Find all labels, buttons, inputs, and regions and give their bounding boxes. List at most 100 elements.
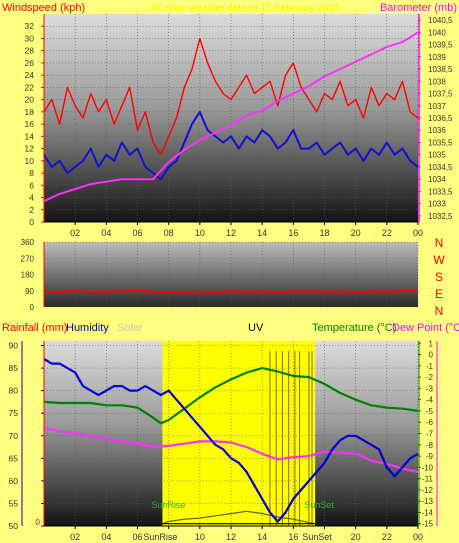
windspeed-tick-label: 22 (25, 82, 35, 92)
barometer-tick-label: 1039,5 (428, 41, 453, 50)
temperature-tick-label: -4 (426, 396, 434, 405)
x-tick-label: 22 (382, 532, 392, 542)
windspeed-tick-label: 12 (25, 144, 35, 154)
humidity-tick-label: 70 (9, 431, 19, 441)
windspeed-tick-label: 6 (29, 180, 34, 190)
temperature-tick-label: -7 (426, 430, 434, 439)
daylight-band (162, 341, 316, 526)
uv-label: UV (248, 322, 264, 334)
sunset-label: SunSet (304, 500, 334, 510)
windspeed-tick-label: 32 (25, 21, 35, 31)
humidity-tick-label: 60 (9, 476, 19, 486)
barometer-axis-label: Barometer (mb) (380, 2, 457, 14)
x-tick-label: 00 (413, 532, 423, 542)
series-line-temperature (43, 367, 419, 425)
sunrise-label: SunRise (151, 500, 185, 510)
windspeed-tick-label: 4 (29, 193, 34, 203)
series-line-humidity (43, 358, 419, 523)
temperature-tick-label: 1 (429, 339, 434, 348)
x-tick-label-sunrise: SunRise (143, 532, 177, 542)
top-chart-axes: 02 4 6 8 10 12 14 16 18 20 22 24 26 28 30 32 1032,5 1033 1… (25, 14, 453, 238)
compass-label: S (435, 270, 443, 284)
series-line-wind (43, 110, 419, 181)
temperature-tick-label: -15 (421, 520, 433, 529)
x-tick-label: 02 (70, 228, 80, 238)
x-tick-label: 02 (70, 532, 80, 542)
direction-tick-label: 90 (25, 287, 34, 296)
x-tick-label: 04 (101, 228, 111, 238)
x-tick-label: 16 (288, 228, 298, 238)
x-tick-label: 00 (413, 228, 423, 238)
x-tick-label: 08 (164, 228, 174, 238)
barometer-tick-label: 1038,5 (428, 65, 453, 74)
temperature-axis-label: Temperature (°C) (312, 322, 396, 334)
bottom-chart-series (43, 351, 419, 526)
barometer-tick-label: 1032,5 (428, 212, 453, 221)
temperature-tick-label: -5 (426, 407, 434, 416)
barometer-tick-label: 1033 (428, 200, 446, 209)
barometer-tick-label: 1038 (428, 77, 446, 86)
humidity-tick-label: 85 (9, 363, 19, 373)
series-line-dew-point (43, 426, 419, 473)
windspeed-tick-label: 8 (29, 168, 34, 178)
x-tick-label: 04 (101, 532, 111, 542)
x-tick-label: 10 (195, 228, 205, 238)
top-chart-title: 24 Hour weather data to 17 February 2007 (150, 3, 339, 14)
x-tick-label: 22 (382, 228, 392, 238)
temperature-tick-label: -6 (426, 418, 434, 427)
solar-label: Solar (117, 322, 143, 334)
series-line-barometer (43, 31, 419, 203)
series-line-gust (43, 37, 419, 156)
humidity-tick-label: 75 (9, 408, 19, 418)
windspeed-tick-label: 14 (25, 131, 35, 141)
windspeed-tick-label: 30 (25, 33, 35, 43)
temperature-tick-label: -11 (422, 475, 434, 484)
humidity-tick-label: 55 (9, 498, 19, 508)
direction-tick-label: 0 (30, 303, 35, 312)
barometer-tick-label: 1034,5 (428, 163, 453, 172)
dewpoint-axis-label: Dew Point (°C) (392, 322, 459, 334)
x-tick-label-sunset: SunSet (302, 532, 332, 542)
windspeed-tick-label: 0 (29, 217, 34, 227)
barometer-tick-label: 1039 (428, 53, 446, 62)
x-tick-label: 18 (319, 228, 329, 238)
compass-label: W (433, 253, 445, 267)
compass-label: N (435, 236, 444, 250)
temperature-tick-label: -2 (426, 373, 434, 382)
barometer-tick-label: 1035,5 (428, 138, 453, 147)
x-tick-label: 06 (132, 532, 142, 542)
windspeed-tick-label: 10 (25, 156, 35, 166)
windspeed-tick-label: 24 (25, 70, 35, 80)
temperature-tick-label: -8 (426, 441, 434, 450)
compass-label: N (435, 304, 444, 318)
windspeed-tick-label: 20 (25, 95, 35, 105)
windspeed-tick-label: 26 (25, 58, 35, 68)
series-line-wind-direction (43, 289, 419, 294)
x-tick-label: 12 (226, 532, 236, 542)
barometer-tick-label: 1034 (428, 175, 446, 184)
humidity-tick-label: 65 (9, 453, 19, 463)
compass-label: E (435, 287, 443, 301)
humidity-tick-label: 90 (9, 341, 19, 351)
top-chart-series (43, 31, 419, 203)
x-tick-label: 14 (257, 228, 267, 238)
temperature-tick-label: -3 (426, 384, 434, 393)
x-tick-label: 14 (257, 532, 267, 542)
windspeed-tick-label: 16 (25, 119, 35, 129)
windspeed-tick-label: 28 (25, 46, 35, 56)
barometer-tick-label: 1037 (428, 102, 446, 111)
temperature-tick-label: 0 (429, 351, 434, 360)
direction-tick-label: 180 (21, 271, 35, 280)
x-tick-label: 20 (351, 532, 361, 542)
x-tick-label: 10 (195, 532, 205, 542)
rainfall-axis-label: Rainfall (mm) (2, 322, 67, 334)
barometer-tick-label: 1037,5 (428, 90, 453, 99)
series-line-solar (162, 510, 316, 525)
windspeed-tick-label: 18 (25, 107, 35, 117)
temperature-tick-label: -1 (426, 362, 434, 371)
temperature-tick-label: -10 (421, 463, 433, 472)
temperature-tick-label: -12 (421, 486, 433, 495)
